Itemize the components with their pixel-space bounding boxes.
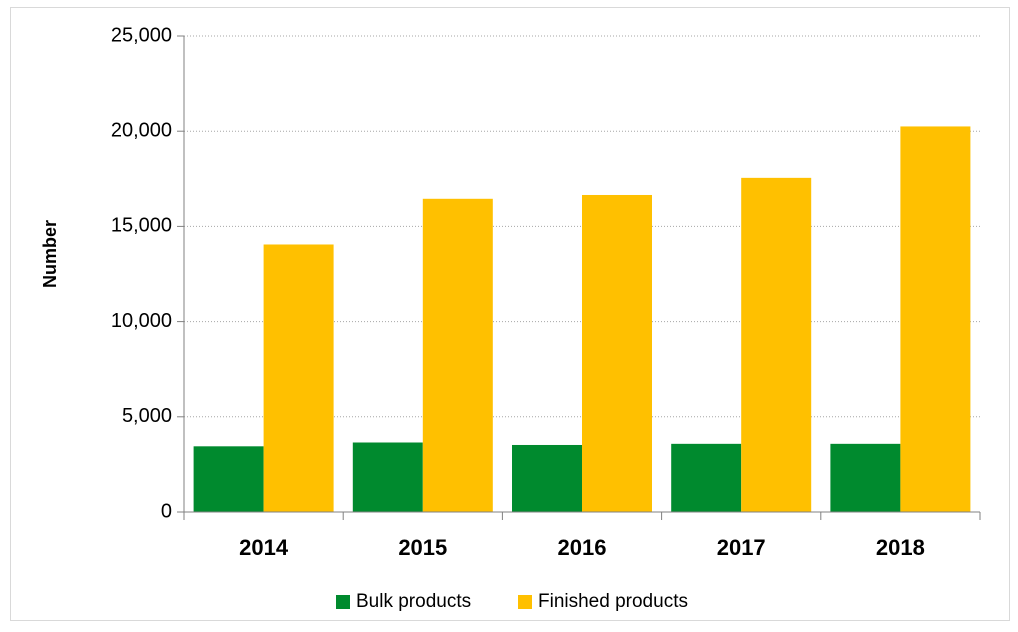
bars	[183, 126, 981, 520]
x-tick-label: 2017	[717, 535, 766, 560]
chart-frame	[10, 7, 1010, 621]
x-tick-labels: 2014 2015 2016 2017 2018	[239, 535, 925, 560]
y-tick-label: 25,000	[111, 24, 172, 46]
y-axis-title: Number	[40, 220, 60, 288]
y-tick-label: 0	[161, 500, 172, 522]
x-tick-label: 2016	[558, 535, 607, 560]
bar-bulk-products-2015	[352, 442, 423, 512]
legend-label: Finished products	[538, 591, 688, 612]
legend-swatch-finished-products	[518, 595, 532, 609]
bar-bulk-products-2017	[671, 443, 742, 512]
y-tick-labels: 0 5,000 10,000 15,000 20,000 25,000	[111, 24, 172, 522]
x-tick-label: 2014	[239, 535, 289, 560]
x-tick-label: 2015	[398, 535, 447, 560]
bar-finished-products-2018	[900, 126, 971, 512]
legend: Bulk products Finished products	[336, 591, 688, 612]
legend-swatch-bulk-products	[336, 595, 350, 609]
y-tick-label: 15,000	[111, 215, 172, 237]
axes	[183, 36, 980, 513]
bar-finished-products-2017	[741, 177, 812, 512]
y-tick-label: 10,000	[111, 310, 172, 332]
bar-finished-products-2015	[422, 198, 493, 513]
y-tick-label: 5,000	[122, 405, 172, 427]
bar-bulk-products-2014	[193, 446, 264, 512]
bar-bulk-products-2018	[830, 443, 901, 512]
bar-finished-products-2014	[263, 244, 334, 512]
x-tick-label: 2018	[876, 535, 925, 560]
bar-finished-products-2016	[582, 194, 652, 512]
bar-bulk-products-2016	[512, 444, 582, 512]
legend-label: Bulk products	[356, 591, 471, 612]
y-tick-label: 20,000	[111, 119, 172, 141]
